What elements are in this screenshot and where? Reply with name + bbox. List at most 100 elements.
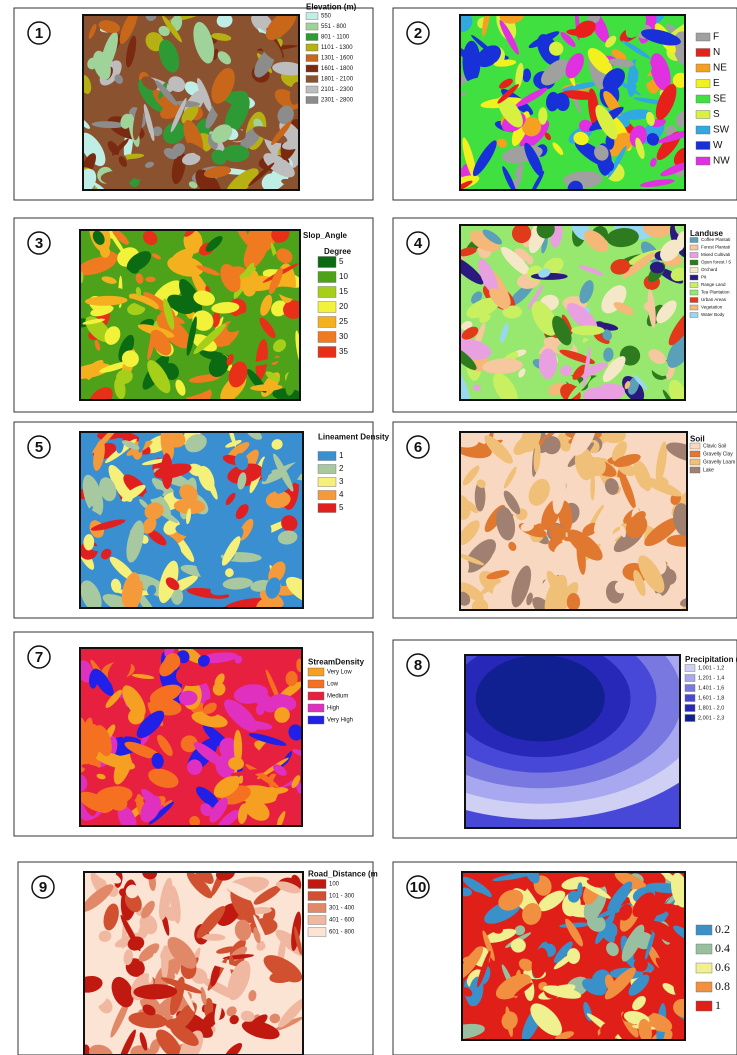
legend-label: 101 - 300	[329, 894, 355, 900]
map-image	[73, 639, 310, 844]
legend-label: E	[713, 78, 720, 89]
legend-swatch	[318, 465, 336, 474]
panel-number: 4	[414, 235, 423, 252]
legend-swatch	[685, 715, 695, 722]
legend-swatch	[696, 1001, 712, 1011]
legend-swatch	[306, 65, 318, 72]
panel-number: 5	[35, 439, 43, 456]
legend-label: 1101 - 1300	[321, 45, 353, 51]
legend-label: 15	[339, 287, 348, 296]
map-image	[443, 860, 703, 1055]
legend-label: Orchard	[701, 267, 718, 272]
panel-number: 6	[414, 439, 422, 456]
legend-label: Very High	[327, 718, 353, 724]
legend-swatch	[690, 313, 698, 318]
legend-swatch	[318, 317, 336, 328]
legend-label: Clavic Soil	[703, 443, 726, 449]
legend-swatch	[690, 290, 698, 295]
legend-swatch	[696, 95, 710, 103]
legend-label: NW	[713, 156, 730, 167]
legend-swatch	[690, 268, 698, 273]
legend-label: Very Low	[327, 670, 352, 676]
legend-title: Precipitation (m	[685, 655, 737, 664]
legend-swatch	[690, 283, 698, 288]
legend-swatch	[306, 55, 318, 62]
legend-label: 1	[339, 451, 344, 460]
legend-label: 550	[321, 14, 332, 20]
map-image	[439, 414, 706, 624]
legend-label: Tea Plantation	[701, 290, 730, 295]
legend-label: W	[713, 140, 723, 151]
legend-swatch	[685, 705, 695, 712]
legend-label: 3	[339, 477, 344, 486]
legend-label: Water Body	[701, 312, 725, 317]
legend-subtitle: Degree	[324, 247, 352, 256]
legend-swatch	[308, 692, 324, 700]
legend-label: Gravelly Clay	[703, 451, 733, 457]
map-patch	[145, 277, 155, 283]
legend-label: 0.6	[715, 960, 730, 974]
panel-number: 7	[35, 649, 43, 666]
legend-label: 0.8	[715, 979, 730, 993]
legend-swatch	[696, 126, 710, 134]
legend-label: 5	[339, 503, 344, 512]
legend-swatch	[696, 111, 710, 119]
legend-label: 5	[339, 257, 344, 266]
legend-swatch	[308, 704, 324, 712]
legend-label: SW	[713, 125, 730, 136]
legend-swatch	[696, 80, 710, 88]
legend-swatch	[308, 916, 326, 925]
legend-swatch	[306, 86, 318, 93]
legend-label: 1,801 - 2,0	[698, 705, 724, 711]
legend-swatch	[318, 504, 336, 513]
panel-number: 2	[414, 25, 422, 42]
panel-number: 8	[414, 657, 422, 674]
map-image	[446, 209, 700, 411]
legend-swatch	[308, 880, 326, 889]
map-patch	[476, 655, 605, 742]
legend-swatch	[690, 253, 698, 258]
panel-number: 1	[35, 25, 43, 42]
legend-swatch	[696, 157, 710, 165]
legend-title: Elevation (m)	[306, 3, 357, 12]
legend-label: 401 - 600	[329, 918, 355, 924]
legend-label: SE	[713, 94, 727, 105]
legend-swatch	[696, 944, 712, 954]
legend-swatch	[318, 452, 336, 461]
legend-swatch	[308, 904, 326, 913]
legend-label: 30	[339, 332, 348, 341]
legend-label: 2,001 - 2,3	[698, 715, 724, 721]
legend-title: Slop_Angle	[303, 231, 348, 240]
legend-label: 601 - 800	[329, 930, 355, 936]
legend-swatch	[308, 716, 324, 724]
legend-swatch	[690, 238, 698, 243]
legend-swatch	[685, 665, 695, 672]
legend-swatch	[318, 478, 336, 487]
legend-label: 801 - 1100	[321, 35, 350, 41]
legend-label: Medium	[327, 694, 348, 700]
legend-swatch	[318, 302, 336, 313]
legend-title: Lineament Density	[318, 433, 390, 442]
map-patch	[571, 325, 604, 335]
legend-swatch	[690, 451, 700, 457]
legend-label: 551 - 800	[321, 24, 347, 30]
map-panel: 1 Elevation (m) 550 551 - 800 801 - 1100 1101…	[14, 3, 373, 208]
legend-swatch	[306, 44, 318, 51]
legend-label: 0.4	[715, 941, 730, 955]
legend-swatch	[308, 928, 326, 937]
map-image	[69, 414, 323, 625]
legend-label: Gravelly Loam	[703, 459, 735, 465]
panel-number: 10	[410, 879, 427, 896]
legend-label: 301 - 400	[329, 906, 355, 912]
legend-label: Coffee Plantati	[701, 237, 730, 242]
legend-label: Low	[327, 682, 339, 688]
legend-label: 20	[339, 302, 348, 311]
legend-label: High	[327, 706, 339, 712]
legend-label: Lake	[703, 467, 714, 473]
legend-swatch	[696, 49, 710, 57]
legend-swatch	[306, 23, 318, 30]
legend-swatch	[318, 257, 336, 268]
legend-swatch	[318, 332, 336, 343]
legend-label: NE	[713, 63, 727, 74]
legend-swatch	[690, 467, 700, 473]
